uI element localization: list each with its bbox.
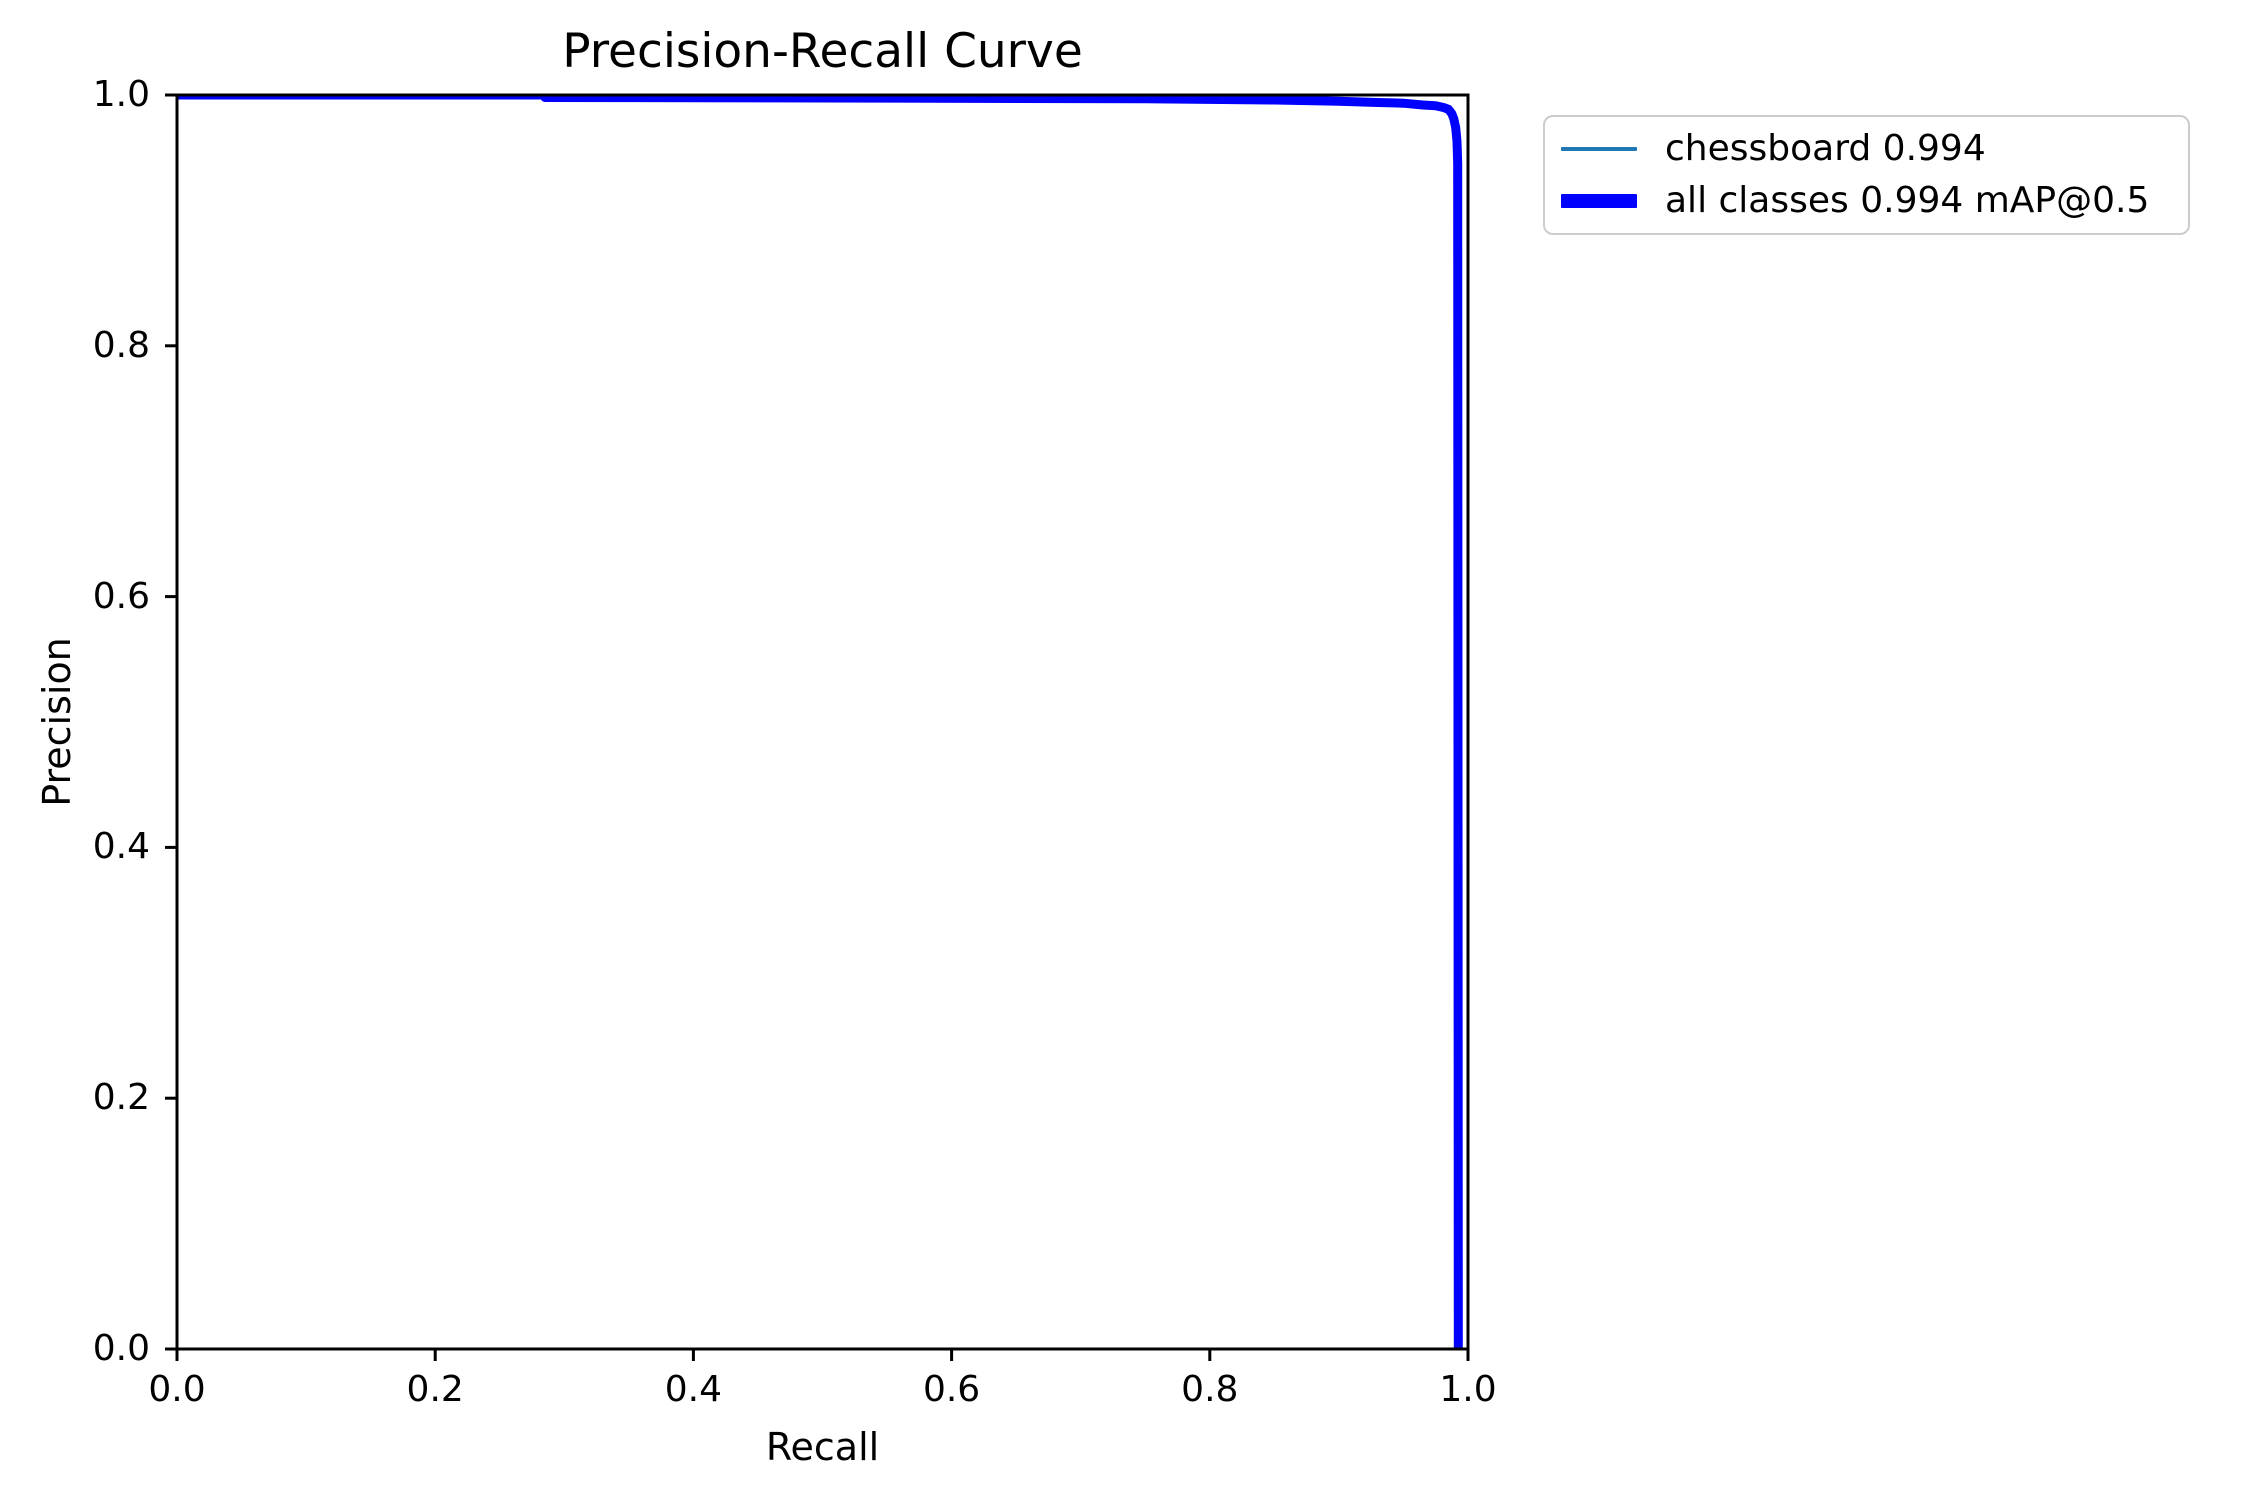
y-tick-label: 0.4 (92, 826, 150, 868)
axis-tick-marks (165, 93, 1470, 1361)
x-tick-label: 0.0 (148, 1369, 206, 1410)
x-tick-label: 0.8 (1181, 1369, 1239, 1410)
plot-area (165, 93, 1470, 1361)
legend: chessboard 0.994 all classes 0.994 mAP@0… (1543, 115, 2190, 235)
chart-title: Precision-Recall Curve (562, 24, 1083, 79)
legend-line-swatch-all-classes (1561, 194, 1637, 208)
curve-lines (177, 95, 1463, 1349)
y-tick-label: 0.8 (92, 324, 150, 366)
series-line (177, 95, 1460, 1349)
y-axis-label: Precision (35, 637, 79, 807)
legend-label-chessboard: chessboard 0.994 (1665, 128, 1986, 169)
y-tick-label: 0.2 (92, 1077, 150, 1119)
x-axis-label: Recall (765, 1425, 880, 1469)
axes-spines (175, 93, 1470, 1351)
x-tick-label: 0.6 (922, 1369, 981, 1410)
legend-item-all-classes: all classes 0.994 mAP@0.5 (1561, 176, 2172, 226)
y-tick-label: 0.0 (92, 1328, 150, 1369)
y-tick-label: 1.0 (92, 74, 150, 115)
legend-item-chessboard: chessboard 0.994 (1561, 124, 2172, 174)
x-tick-label: 0.2 (406, 1369, 464, 1410)
legend-label-all-classes: all classes 0.994 mAP@0.5 (1665, 180, 2150, 221)
legend-line-swatch-chessboard (1561, 147, 1637, 151)
y-tick-label: 0.6 (92, 575, 150, 617)
series-line (177, 95, 1463, 1349)
x-tick-label: 0.4 (664, 1369, 723, 1410)
x-tick-label: 1.0 (1439, 1369, 1497, 1410)
